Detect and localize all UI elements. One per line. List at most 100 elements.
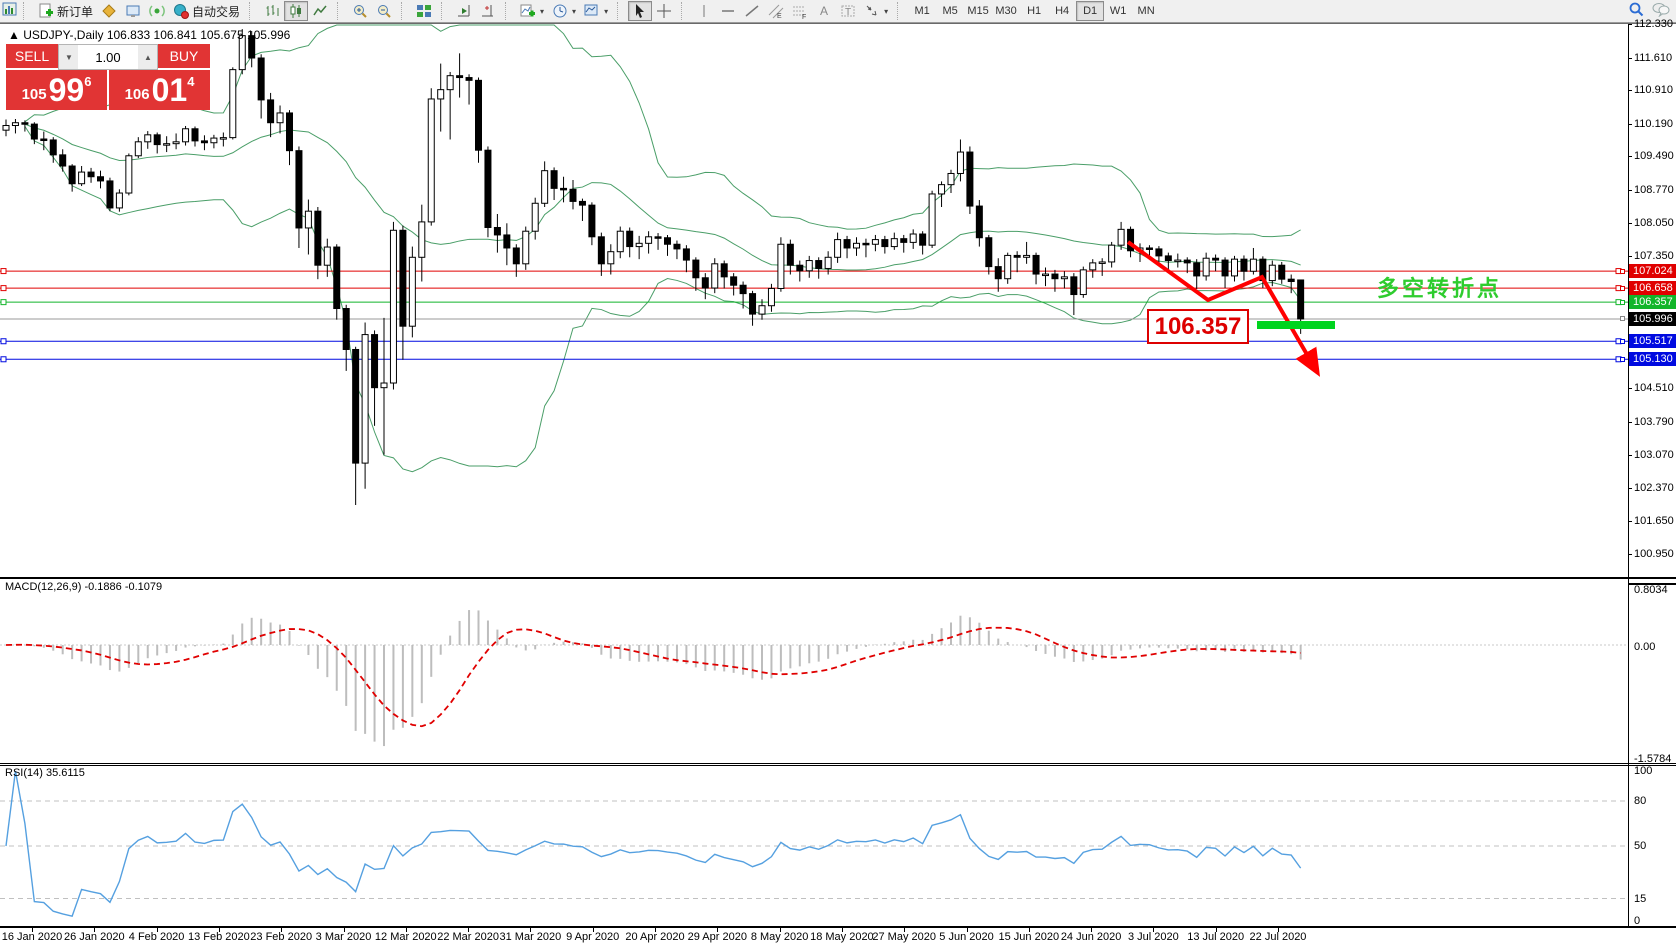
volume-input[interactable] (78, 45, 138, 69)
timeframe-h4[interactable]: H4 (1048, 1, 1076, 21)
search-icon[interactable] (1628, 1, 1644, 22)
zoom-out-button[interactable] (372, 1, 396, 21)
horizontal-lines[interactable] (0, 268, 1628, 363)
date-tick-label: 13 Feb 2020 (188, 931, 250, 943)
date-tick-mark (94, 928, 96, 932)
timeframe-m1[interactable]: M1 (908, 1, 936, 21)
main-chart-pane[interactable] (0, 24, 1628, 577)
date-axis[interactable]: 16 Jan 2020 26 Jan 2020 4 Feb 2020 13 Feb 2… (0, 928, 1676, 947)
date-tick-mark (530, 928, 532, 932)
date-tick-mark (717, 928, 719, 932)
rsi-pane[interactable] (0, 766, 1628, 926)
vertical-line-tool[interactable] (692, 1, 716, 21)
hline-handle[interactable] (0, 338, 7, 345)
timeframe-h1[interactable]: H1 (1020, 1, 1048, 21)
candles (2, 29, 1305, 506)
ohlc-values: 106.833 106.841 105.675 105.996 (106, 28, 291, 42)
price-annotation-label[interactable]: 106.357 (1147, 309, 1249, 344)
templates-button[interactable]: ▾ (580, 1, 612, 21)
auto-scroll-button[interactable] (452, 1, 476, 21)
turning-point-note[interactable]: 多空转折点 (1377, 276, 1503, 301)
bollinger-bands (24, 24, 1302, 473)
symbol-period: USDJPY-,Daily (23, 28, 104, 42)
toolbar-separator (441, 2, 447, 20)
volume-increase-button[interactable]: ▲ (138, 45, 157, 69)
sell-button[interactable]: SELL (6, 44, 58, 70)
chat-icon[interactable] (1652, 1, 1670, 22)
sell-price-display[interactable]: 105 99 6 (6, 70, 107, 110)
date-tick-mark (32, 928, 33, 932)
auto-trading-button[interactable]: 自动交易 (169, 1, 244, 21)
price-level-badge: 105.130 (1629, 352, 1676, 367)
zoom-in-button[interactable] (348, 1, 372, 21)
horizontal-line-tool[interactable] (716, 1, 740, 21)
date-tick-label: 4 Feb 2020 (128, 931, 185, 943)
periods-button[interactable]: ▾ (548, 1, 580, 21)
hline-right-handle[interactable] (1620, 338, 1625, 344)
macd-axis-label: 0.00 (1634, 641, 1656, 653)
svg-text:E: E (777, 13, 782, 19)
price-tick-mark (1628, 90, 1632, 92)
hline-right-handle[interactable] (1620, 268, 1625, 274)
tile-windows-button[interactable] (412, 1, 436, 21)
volume-decrease-button[interactable]: ▼ (59, 45, 78, 69)
date-tick-label: 15 Jun 2020 (998, 931, 1060, 943)
templates-caret: ▾ (604, 6, 609, 16)
hline-right-handle[interactable] (1620, 285, 1625, 291)
price-tick-mark (1628, 123, 1632, 125)
chart-shift-button[interactable] (476, 1, 500, 21)
cursor-tool-button[interactable] (628, 1, 653, 21)
date-tick-label: 20 Apr 2020 (625, 931, 685, 943)
timeframe-mn[interactable]: MN (1132, 1, 1160, 21)
hline-right-handle[interactable] (1620, 356, 1625, 362)
price-tick-mark (1628, 24, 1632, 25)
new-order-button[interactable]: 新订单 (34, 1, 97, 21)
price-level-badge: 106.357 (1629, 295, 1676, 310)
date-tick-mark (841, 928, 843, 932)
buy-price-display[interactable]: 106 01 4 (109, 70, 210, 110)
one-click-collapse-arrow[interactable]: ▲ (8, 28, 20, 42)
timeframe-m30[interactable]: M30 (992, 1, 1020, 21)
price-tick-label: 111.610 (1634, 51, 1673, 64)
channel-tool[interactable]: E (764, 1, 788, 21)
sell-price-prefix: 105 (21, 85, 47, 103)
signals-button[interactable] (145, 1, 169, 21)
timeframe-m5[interactable]: M5 (936, 1, 964, 21)
candlestick-chart-button[interactable] (284, 1, 309, 21)
crosshair-tool-button[interactable] (652, 1, 676, 21)
price-level-badge: 107.024 (1629, 264, 1676, 279)
text-tool[interactable]: A (812, 1, 836, 21)
arrows-tool[interactable]: ▾ (860, 1, 892, 21)
new-order-label: 新订单 (57, 4, 94, 19)
price-tick-label: 108.770 (1634, 183, 1674, 196)
bar-chart-button[interactable] (260, 1, 284, 21)
line-chart-button[interactable] (308, 1, 332, 21)
date-tick-label: 13 Jul 2020 (1187, 931, 1245, 943)
hline-handle[interactable] (0, 285, 7, 292)
rsi-axis-label: 15 (1634, 892, 1647, 905)
timeframe-d1[interactable]: D1 (1076, 1, 1105, 21)
hline-handle[interactable] (0, 268, 7, 275)
one-click-trade-panel: SELL ▼ ▲ BUY 105 99 6 106 01 4 (6, 44, 210, 110)
toolbar-separator (505, 2, 511, 20)
timeframe-m15[interactable]: M15 (964, 1, 992, 21)
hline-handle[interactable] (0, 356, 7, 363)
market-watch-button[interactable] (97, 1, 121, 21)
price-level-badge: 106.658 (1629, 281, 1676, 296)
text-label-tool[interactable]: T (836, 1, 860, 21)
hline-handle[interactable] (0, 299, 7, 306)
pane-separator[interactable] (0, 763, 1676, 766)
fibonacci-tool[interactable]: F (788, 1, 812, 21)
green-highlight-bar[interactable] (1257, 321, 1335, 329)
macd-pane[interactable] (0, 583, 1628, 763)
date-tick-label: 22 Mar 2020 (437, 931, 499, 943)
hline-right-handle[interactable] (1620, 316, 1625, 322)
timeframe-w1[interactable]: W1 (1104, 1, 1132, 21)
data-window-button[interactable] (121, 1, 145, 21)
indicators-button[interactable]: ▾ (516, 1, 548, 21)
price-tick-label: 104.510 (1634, 382, 1674, 395)
buy-button[interactable]: BUY (158, 44, 210, 70)
hline-right-handle[interactable] (1620, 299, 1625, 305)
trendline-tool[interactable] (740, 1, 764, 21)
